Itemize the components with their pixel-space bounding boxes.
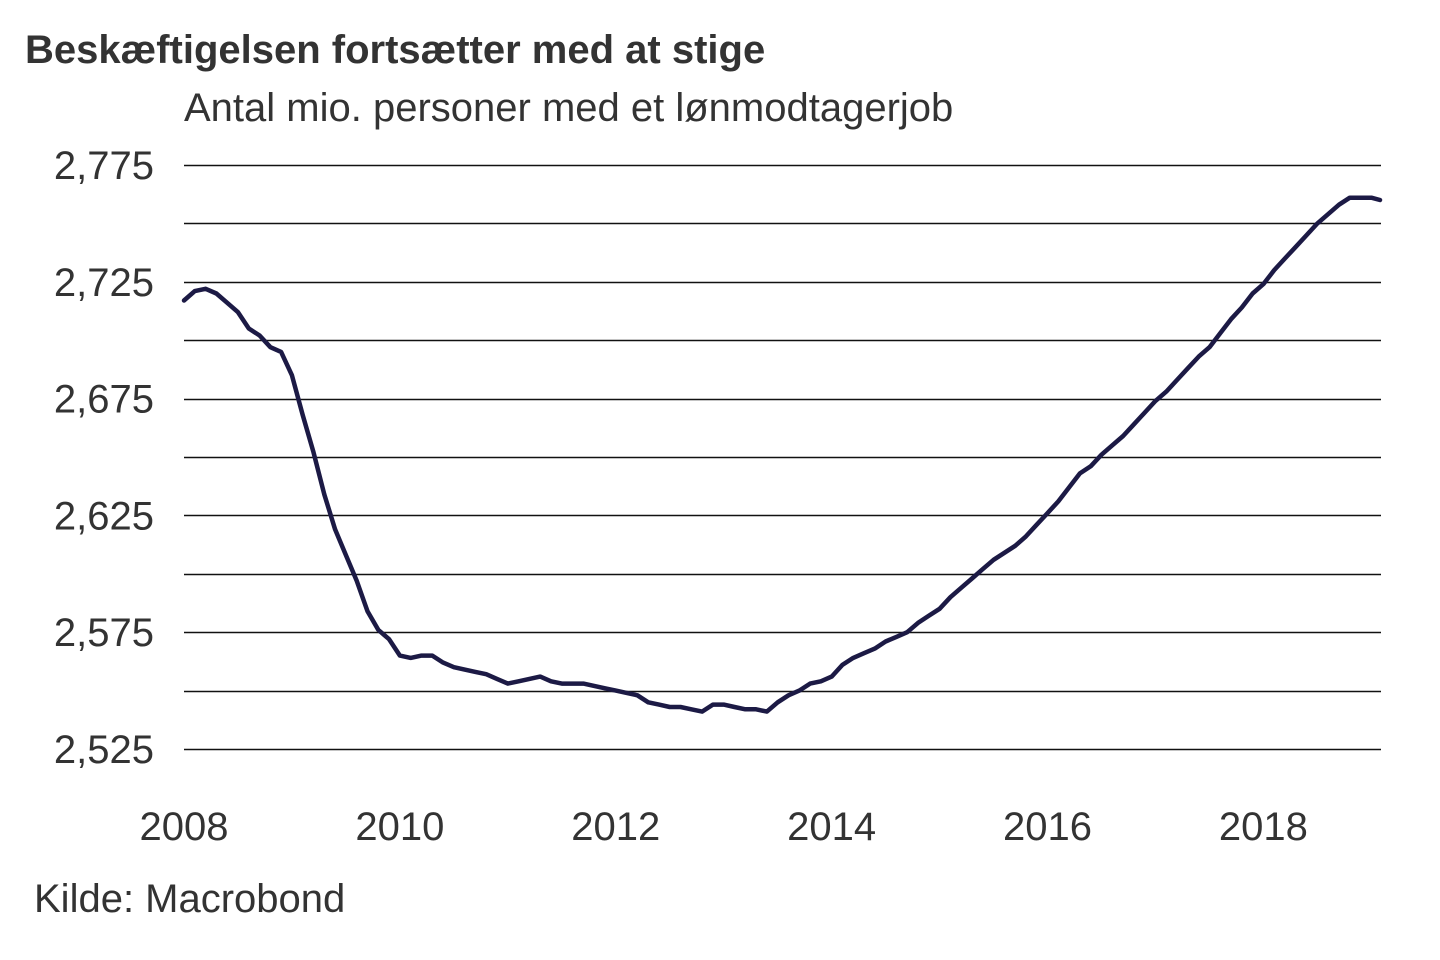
x-tick-label: 2008 bbox=[140, 805, 229, 849]
x-tick-label: 2012 bbox=[571, 805, 660, 849]
gridlines bbox=[184, 164, 1381, 751]
series-group bbox=[181, 195, 1383, 714]
y-tick-label: 2,725 bbox=[54, 261, 154, 305]
x-tick-label: 2016 bbox=[1003, 805, 1092, 849]
y-tick-label: 2,775 bbox=[54, 144, 154, 188]
x-tick-label: 2018 bbox=[1219, 805, 1308, 849]
x-tick-label: 2010 bbox=[355, 805, 444, 849]
source-note: Kilde: Macrobond bbox=[34, 877, 346, 921]
y-tick-label: 2,525 bbox=[54, 728, 154, 772]
y-tick-label: 2,625 bbox=[54, 494, 154, 538]
x-axis-tick-labels: 2008 2010 2012 2014 2016 2018 bbox=[140, 805, 1308, 849]
y-tick-label: 2,675 bbox=[54, 378, 154, 422]
chart-subtitle: Antal mio. personer med et lønmodtagerjo… bbox=[184, 86, 954, 130]
series-line-0 bbox=[181, 195, 1383, 714]
y-axis-tick-labels: 2,775 2,725 2,675 2,625 2,575 2,525 bbox=[54, 144, 154, 772]
x-tick-label: 2014 bbox=[787, 805, 876, 849]
y-tick-label: 2,575 bbox=[54, 611, 154, 655]
chart-title: Beskæftigelsen fortsætter med at stige bbox=[25, 28, 766, 72]
